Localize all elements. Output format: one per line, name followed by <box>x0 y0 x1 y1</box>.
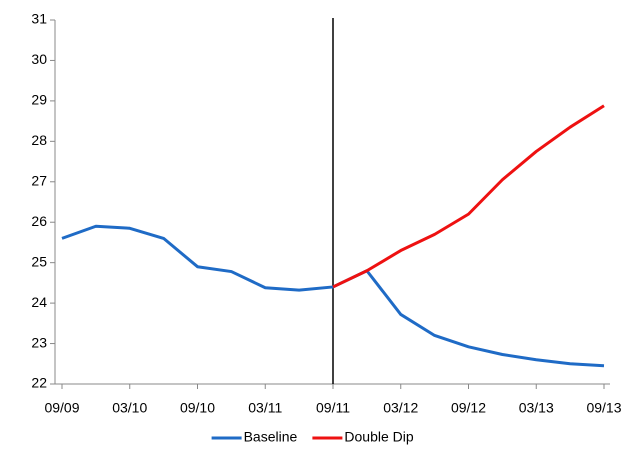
x-tick-label: 09/12 <box>451 400 486 416</box>
x-tick-label: 03/10 <box>112 400 147 416</box>
y-tick-label: 27 <box>31 172 47 188</box>
y-tick-label: 22 <box>31 375 47 391</box>
x-tick-label: 09/10 <box>180 400 215 416</box>
x-tick-label: 03/13 <box>519 400 554 416</box>
series-line <box>332 104 605 289</box>
y-tick-label: 29 <box>31 92 47 108</box>
y-tick-label: 26 <box>31 213 47 229</box>
x-tick-label: 09/13 <box>586 400 621 416</box>
y-tick-label: 24 <box>31 294 47 310</box>
x-tick-label: 09/11 <box>316 400 350 416</box>
y-tick-label: 28 <box>31 132 47 148</box>
y-tick-label: 25 <box>31 253 47 269</box>
x-tick-label: 03/11 <box>248 400 282 416</box>
y-tick-label: 30 <box>31 51 47 67</box>
y-tick-label: 23 <box>31 334 47 350</box>
legend-label: Double Dip <box>344 429 413 445</box>
x-tick-label: 09/09 <box>44 400 79 416</box>
legend-label: Baseline <box>244 429 298 445</box>
y-tick-label: 31 <box>31 11 47 27</box>
x-tick-label: 03/12 <box>383 400 418 416</box>
